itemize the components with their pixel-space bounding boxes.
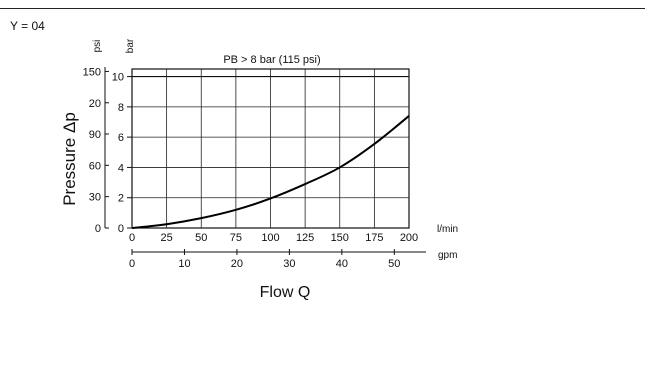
y-tick-label-psi: 90 xyxy=(89,129,101,141)
y-tick-label-bar: 2 xyxy=(118,193,124,205)
y-tick-label-psi: 0 xyxy=(95,223,101,235)
grid-lines xyxy=(131,68,410,229)
x-axis-title: Flow Q xyxy=(260,284,311,301)
x-tick-label-gpm: 40 xyxy=(336,258,348,270)
x-tick-label-lmin: 100 xyxy=(261,232,279,244)
y-axis-ticks: 0 2 4 6 8 10 0 30 60 90 20 150 xyxy=(83,66,132,235)
x-tick-label-lmin: 25 xyxy=(161,232,173,244)
x-tick-label-gpm: 10 xyxy=(178,258,190,270)
x-tick-label-lmin: 125 xyxy=(296,232,314,244)
y-axis-title: Pressure Δp xyxy=(60,112,79,206)
y-tick-label-psi: 30 xyxy=(89,192,101,204)
x-tick-label-lmin: 50 xyxy=(195,232,207,244)
x-tick-label-lmin: 175 xyxy=(365,232,383,244)
x-tick-label-lmin: 75 xyxy=(230,232,242,244)
gpm-unit-label: gpm xyxy=(438,250,457,261)
x-tick-label-lmin: 150 xyxy=(331,232,349,244)
x-tick-label-gpm: 20 xyxy=(231,258,243,270)
y-tick-label-bar: 0 xyxy=(118,223,124,235)
x-tick-label-gpm: 0 xyxy=(129,258,135,270)
x-tick-label-lmin: 0 xyxy=(129,232,135,244)
x-tick-label-gpm: 50 xyxy=(388,258,400,270)
lmin-unit-label: l/min xyxy=(437,224,458,235)
x-axis-ticks: 0 25 50 75 100 125 150 175 200 0 10 20 30 40 50 xyxy=(129,232,426,270)
x-tick-label-lmin: 200 xyxy=(400,232,418,244)
y-tick-label-psi: 60 xyxy=(89,160,101,172)
y-tick-label-bar: 10 xyxy=(112,72,124,84)
y-tick-label-bar: 8 xyxy=(118,102,124,114)
top-divider xyxy=(0,8,645,9)
bar-unit-label: bar xyxy=(125,38,136,53)
model-code: Y = 04 xyxy=(10,19,45,33)
series-group xyxy=(131,115,410,229)
y-tick-label-psi: 150 xyxy=(83,66,101,78)
y-tick-label-psi: 20 xyxy=(89,98,101,110)
y-tick-label-bar: 4 xyxy=(118,162,124,174)
y-tick-label-bar: 6 xyxy=(118,132,124,144)
pressure-curve xyxy=(131,115,410,229)
psi-unit-label: psi xyxy=(92,40,103,53)
x-tick-label-gpm: 30 xyxy=(283,258,295,270)
chart-title: PB > 8 bar (115 psi) xyxy=(223,54,320,66)
